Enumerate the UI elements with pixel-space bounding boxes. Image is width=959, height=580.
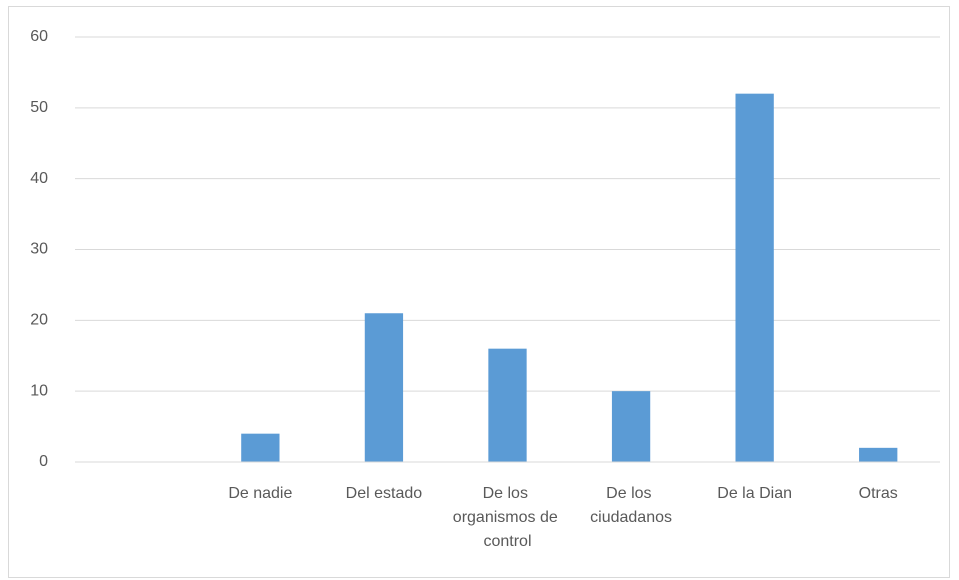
bar [241,433,280,462]
y-tick-label: 30 [30,241,48,258]
y-tick-label: 40 [30,170,48,187]
x-tick-label: De los organismos de control [453,485,562,550]
bar [611,391,651,462]
x-tick-label: De nadie [228,485,292,502]
x-tick-label: De los ciudadanos [590,485,672,526]
y-tick-label: 20 [30,312,48,329]
y-tick-label: 0 [39,453,48,470]
chart-border [8,6,950,578]
bar [859,447,898,462]
y-tick-label: 10 [30,382,48,399]
x-tick-label: De la Dian [717,485,792,502]
bar [735,93,774,463]
y-tick-label: 60 [30,28,48,45]
bar [364,313,404,462]
bar [488,348,527,462]
x-tick-label: Otras [859,485,898,502]
y-tick-label: 50 [30,99,48,116]
x-tick-label: Del estado [346,485,423,502]
